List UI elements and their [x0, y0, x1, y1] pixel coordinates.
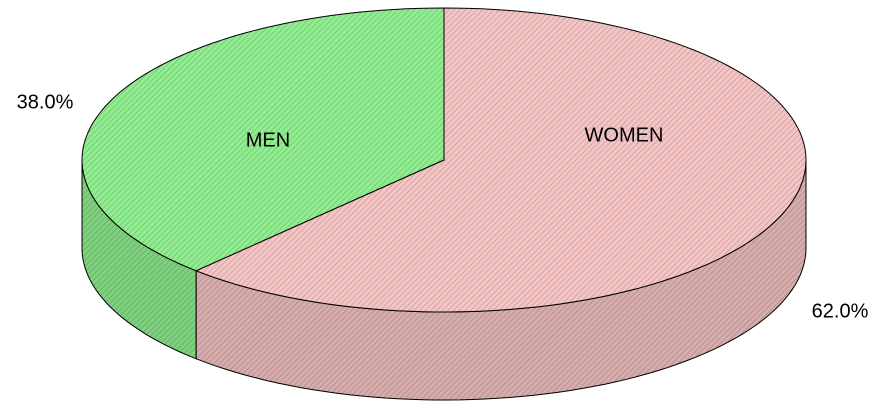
value-label: 38.0%	[17, 91, 74, 113]
value-label: 62.0%	[812, 300, 869, 322]
slice-side-shade	[196, 160, 806, 400]
slice-side-shade	[82, 160, 197, 359]
slice-label: WOMEN	[585, 124, 664, 146]
slice-top	[194, 7, 807, 313]
slice-label: MEN	[246, 129, 290, 151]
slice-top	[81, 7, 445, 272]
